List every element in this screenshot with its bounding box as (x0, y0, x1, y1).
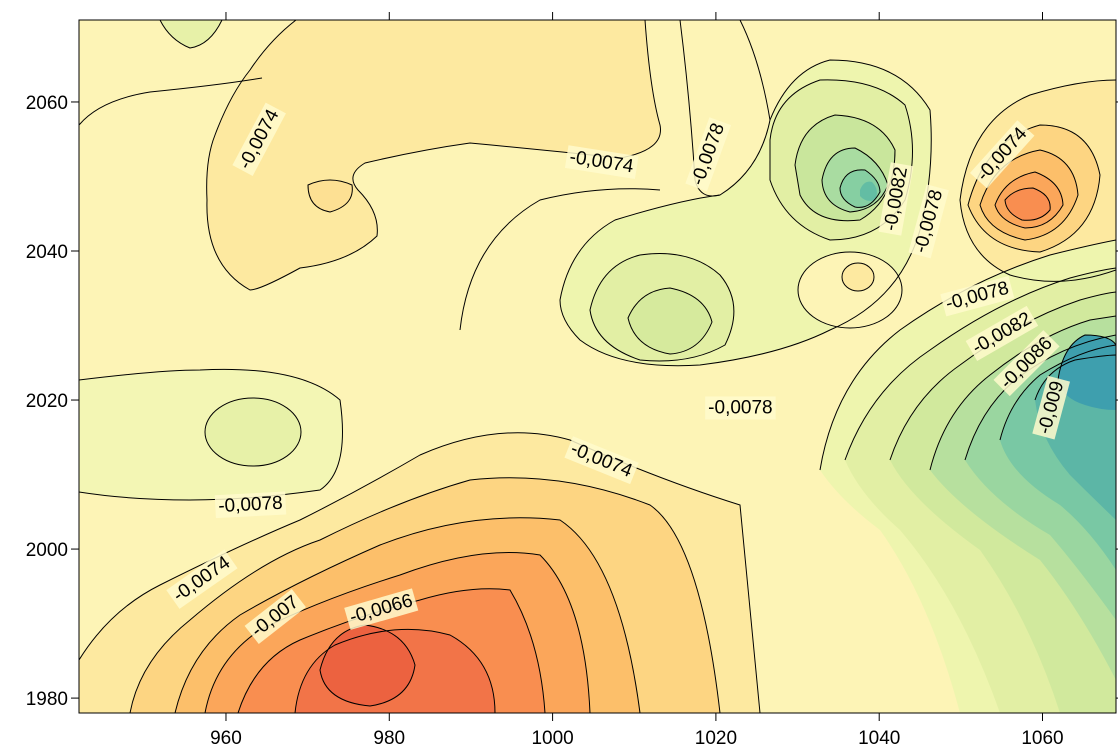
band-center-green-3 (628, 288, 712, 354)
contour-fill (79, 20, 1116, 713)
isoline (994, 171, 1064, 229)
isoline (844, 267, 1116, 461)
contour-label-group: -0,0078 (705, 396, 776, 420)
contour-label-bg (564, 145, 639, 180)
isoline (794, 114, 896, 222)
y-tick-label: 2000 (26, 540, 68, 561)
band-e-8 (1058, 335, 1116, 410)
y-tick-label: 2060 (26, 93, 68, 114)
contour-label-bg (1032, 375, 1071, 440)
isoline (307, 179, 353, 213)
contour-label-bg (908, 184, 949, 259)
isoline (159, 20, 223, 49)
contour-label-bg (878, 162, 914, 236)
isoline (959, 199, 1116, 282)
contour-label-bg (705, 396, 776, 420)
plot-frame (78, 19, 1117, 714)
x-axis: 960 980 1000 1020 1040 1060 (210, 12, 1064, 749)
contour-label-bg (993, 330, 1060, 397)
isoline (1057, 334, 1116, 381)
isoline (79, 77, 263, 126)
isoline (797, 251, 903, 329)
y-axis: 1980 2000 2020 2040 2060 (26, 93, 1118, 710)
band-nw-green (160, 20, 222, 48)
contour-label-bg (564, 436, 639, 485)
x-tick-label: 980 (373, 728, 405, 749)
isoline (999, 344, 1116, 441)
x-tick-label: 1060 (1021, 728, 1063, 749)
isoline (1034, 354, 1116, 401)
contour-label-bg (244, 589, 306, 645)
band-ncmin-5 (860, 181, 877, 201)
isoline (929, 315, 1116, 471)
isoline (319, 624, 416, 707)
contour-label-bg (940, 275, 1015, 317)
contour-label-bg (685, 117, 732, 192)
y-tick-label: 2040 (26, 242, 68, 263)
isoline (627, 287, 713, 355)
isoline (839, 169, 881, 208)
contour-label-bg (166, 549, 238, 609)
contour-label-bg (969, 120, 1035, 189)
y-tick-label: 1980 (26, 689, 68, 710)
isoline (204, 397, 302, 467)
band-small-high (798, 252, 902, 328)
x-tick-label: 1040 (858, 728, 900, 749)
band-min-west (205, 398, 301, 466)
isoline (294, 628, 496, 713)
x-tick-label: 960 (210, 728, 242, 749)
isoline (959, 79, 1116, 201)
x-tick-label: 1000 (531, 728, 573, 749)
isoline (204, 552, 591, 713)
y-tick-label: 2020 (26, 391, 68, 412)
isoline (174, 517, 641, 713)
x-tick-label: 1020 (695, 728, 737, 749)
isoline (1004, 187, 1051, 221)
isoline (769, 79, 913, 241)
isoline (589, 253, 735, 362)
contour-label-bg (965, 305, 1039, 361)
band-high-north (206, 20, 661, 290)
isoline (129, 477, 721, 713)
isoline (559, 59, 932, 367)
contour-label: -0,0078 (708, 397, 772, 418)
contour-label: -0,0078 (218, 493, 283, 517)
isoline (237, 588, 546, 713)
contour-label-group: -0,0078 (214, 491, 287, 519)
isoline (841, 262, 875, 292)
band-high-north-2 (308, 180, 353, 212)
isoline (459, 188, 661, 331)
band-small-high-2 (842, 263, 874, 291)
band-sw-7 (320, 625, 415, 706)
band-ne-5 (1005, 188, 1051, 221)
isoline (79, 368, 343, 501)
contour-label-bg (214, 491, 287, 519)
isoline (739, 20, 771, 121)
contour-label-bg (232, 102, 286, 176)
contour-label-bg (344, 588, 419, 630)
